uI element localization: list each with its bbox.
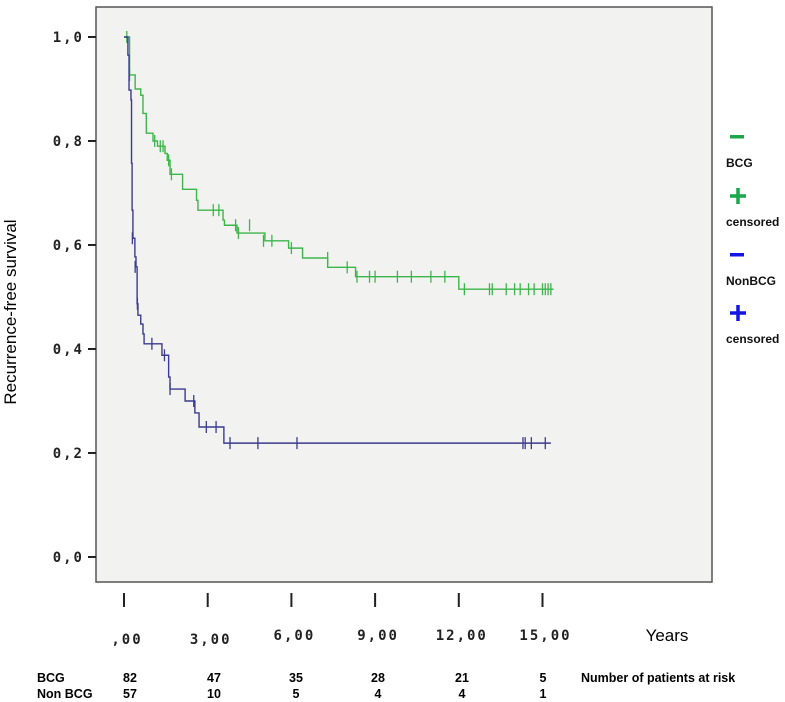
- risk-value: 28: [371, 671, 385, 685]
- legend-label: censored: [726, 332, 779, 346]
- risk-value: 47: [207, 671, 221, 685]
- y-axis: 0,0 0,2 0,4 0,6 0,8 1,0: [53, 30, 96, 566]
- x-tick-label: 12,00: [436, 628, 488, 644]
- risk-value: 1: [540, 687, 547, 701]
- risk-table: BCG 82 47 35 28 21 5 Non BCG 57 10 5 4 4 1 Number of p…: [37, 671, 735, 701]
- x-axis-label: Years: [646, 626, 689, 645]
- y-axis-label: Recurrence-free survival: [1, 219, 20, 404]
- x-tick-label: 6,00: [274, 628, 316, 644]
- y-tick-label: 0,6: [53, 238, 84, 254]
- legend-label: BCG: [726, 156, 753, 170]
- series-line-nonbcg: [124, 36, 551, 444]
- legend: BCG censored NonBCG censored: [726, 135, 779, 346]
- x-axis: ,00 3,00 6,00 9,00 12,00 15,00: [111, 593, 571, 648]
- risk-value: 4: [459, 687, 466, 701]
- risk-row-label: BCG: [37, 671, 65, 685]
- legend-label: NonBCG: [726, 274, 776, 288]
- legend-label: censored: [726, 215, 779, 229]
- risk-value: 57: [123, 687, 137, 701]
- plot-area: [95, 6, 713, 583]
- x-tick-label: 9,00: [357, 628, 399, 644]
- risk-value: 10: [207, 687, 221, 701]
- legend-line-icon: [730, 135, 744, 139]
- risk-value: 4: [375, 687, 382, 701]
- x-tick-label: 15,00: [519, 628, 571, 644]
- risk-value: 5: [293, 687, 300, 701]
- series-group: [124, 31, 554, 450]
- y-tick-label: 0,8: [53, 134, 84, 150]
- y-tick-label: 0,4: [53, 342, 84, 358]
- risk-value: 82: [123, 671, 137, 685]
- legend-plus-icon: [730, 188, 746, 204]
- risk-value: 21: [455, 671, 469, 685]
- risk-row-label: Non BCG: [37, 687, 93, 701]
- legend-plus-icon: [730, 305, 746, 321]
- y-tick-label: 0,2: [53, 446, 84, 462]
- x-tick-label: 3,00: [190, 632, 232, 648]
- y-tick-label: 0,0: [53, 550, 84, 566]
- legend-line-icon: [730, 253, 744, 257]
- x-tick-label: ,00: [111, 632, 142, 648]
- series-line-bcg: [124, 36, 554, 290]
- risk-value: 35: [289, 671, 303, 685]
- y-tick-label: 1,0: [53, 30, 84, 46]
- risk-value: 5: [540, 671, 547, 685]
- risk-table-title: Number of patients at risk: [581, 671, 735, 685]
